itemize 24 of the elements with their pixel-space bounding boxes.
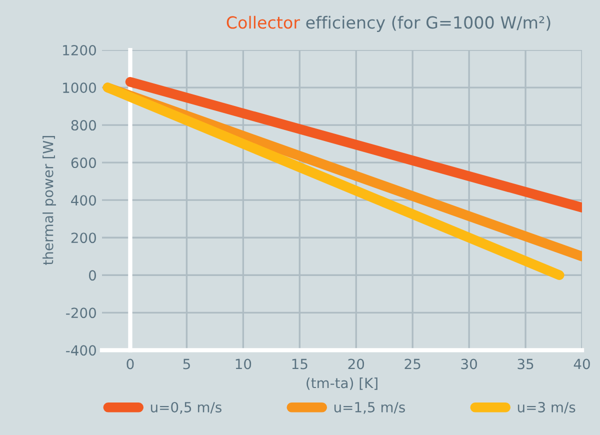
legend-label: u=3 m/s	[518, 402, 576, 414]
y-tick-label: -400	[66, 345, 96, 356]
x-tick-label: 15	[292, 358, 308, 370]
y-tick-label: 600	[71, 158, 96, 168]
legend-label: u=1,5 m/s	[334, 402, 405, 414]
y-tick-label: -200	[66, 308, 96, 318]
y-tick-label: 0	[88, 270, 96, 281]
x-tick-label: 5	[183, 358, 190, 370]
y-tick-label: 1000	[63, 82, 96, 94]
x-tick-label: 35	[518, 358, 534, 370]
x-tick-label: 20	[348, 358, 364, 370]
x-tick-label: 25	[404, 358, 420, 370]
y-tick-label: 800	[71, 120, 96, 131]
y-tick-label: 200	[71, 232, 96, 244]
x-tick-label: 30	[461, 358, 477, 370]
y-axis-title: thermal power [W]	[42, 136, 56, 265]
x-tick-label: 0	[126, 358, 134, 370]
x-tick-label: 40	[574, 358, 590, 370]
chart-title: Collector efficiency (for G=1000 W/m²)	[226, 16, 550, 32]
x-tick-label: 10	[236, 358, 252, 370]
x-axis-title: (tm-ta) [K]	[306, 378, 378, 390]
y-tick-label: 1200	[63, 44, 96, 56]
legend-label: u=0,5 m/s	[150, 402, 222, 414]
y-tick-label: 400	[71, 195, 96, 206]
